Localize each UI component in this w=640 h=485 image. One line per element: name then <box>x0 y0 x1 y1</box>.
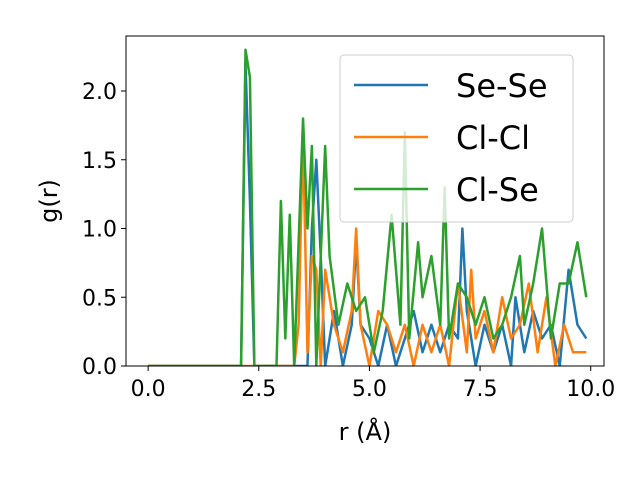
y-axis-label: g(r) <box>35 179 63 223</box>
legend-label: Cl-Cl <box>456 119 530 157</box>
legend: Se-Se Cl-Cl Cl-Se <box>339 54 574 223</box>
x-tick-label: 2.5 <box>241 377 276 402</box>
x-axis-label: r (Å) <box>339 417 392 446</box>
y-tick-label: 0.5 <box>82 286 117 311</box>
series-line-3 <box>148 48 588 366</box>
legend-label: Cl-Se <box>456 171 539 209</box>
y-tick-label: 1.5 <box>82 149 117 174</box>
series-line-1 <box>148 62 588 366</box>
legend-box <box>339 54 574 223</box>
legend-label: Se-Se <box>456 67 548 105</box>
x-tick-label: 5.0 <box>352 377 387 402</box>
y-tick-label: 2.0 <box>82 80 117 105</box>
y-tick-label: 0.0 <box>82 355 117 380</box>
x-axis: 0.0 2.5 5.0 7.5 10.0 <box>131 366 615 402</box>
x-tick-label: 0.0 <box>131 377 166 402</box>
series-group <box>148 48 588 366</box>
x-tick-label: 7.5 <box>463 377 498 402</box>
axes-frame <box>125 35 605 367</box>
y-axis: 0.0 0.5 1.0 1.5 2.0 <box>82 80 126 380</box>
x-tick-label: 10.0 <box>566 377 615 402</box>
y-tick-label: 1.0 <box>82 218 117 243</box>
